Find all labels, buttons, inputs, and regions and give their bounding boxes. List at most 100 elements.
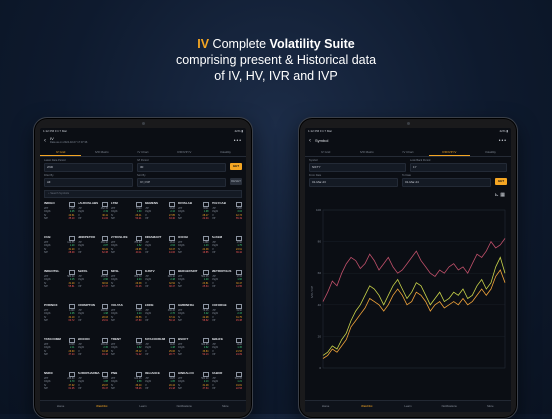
symbol-card[interactable]: DIVISLAB LTP 3621 Chg% 1.98 IV 28.17 IVP 22.04 <box>178 201 209 234</box>
to-date-input[interactable]: 01-Mar-24 <box>402 178 491 187</box>
chart-icon[interactable] <box>202 304 209 309</box>
chart-icon[interactable] <box>202 372 209 377</box>
symbol-select[interactable]: NIFTY <box>309 163 406 172</box>
chart-icon[interactable] <box>135 338 142 343</box>
tab-0[interactable]: IV Grid <box>320 150 331 154</box>
symbol-card[interactable]: ABFRL LTP 259.50 Chg% 2.90 IV 38.64 IVP 47.37 <box>78 269 108 302</box>
reset-button[interactable]: RESET <box>230 178 242 185</box>
symbol-card[interactable]: INDHOTEL LTP 580.40 Chg% 2.15 IV 31.29 IVP 55.81 <box>44 269 75 302</box>
symbol-card[interactable]: TRENT LTP 3985 Chg% 2.62 IV 35.12 IVP 71.42 <box>111 337 142 370</box>
chart-icon[interactable] <box>102 338 108 343</box>
tab-0[interactable]: IV Grid <box>40 148 82 156</box>
more-icon[interactable]: ••• <box>233 138 242 144</box>
table-icon[interactable]: ▦ <box>500 192 505 198</box>
tab-2[interactable]: IV Chart <box>137 150 149 154</box>
chart-icon[interactable] <box>135 372 142 377</box>
symbol-card[interactable]: ZYDUSLIFE LTP 786.60 Chg% 1.52 IV 29.85 IVP 40.1… <box>111 235 142 268</box>
nav-learn[interactable]: Learn <box>139 404 147 408</box>
symbol-card[interactable]: RELIANCE LTP 2925 Chg% 1.05 IV 20.44 IVP 21.18 <box>145 371 175 404</box>
get-button[interactable]: GET <box>495 178 507 185</box>
nav-watchlist[interactable]: Watchlist <box>96 404 108 408</box>
symbol-card[interactable]: PNB LTP 124.35 Chg% 2.58 IV 36.40 IVP 58.26 <box>111 371 142 404</box>
chart-icon[interactable] <box>169 236 175 241</box>
chart-icon[interactable] <box>102 202 108 207</box>
date-input[interactable]: 2ND <box>44 163 133 172</box>
symbol-card[interactable]: INDIAMART LTP 2612 Chg% 2.64 IV 33.47 IVP 44.06 <box>145 235 175 268</box>
symbol-card[interactable]: AUROPHARMA LTP 1065 Chg% 1.88 IV 29.67 IVP 35.47 <box>78 371 108 404</box>
symbol-card[interactable]: HINDALCO LTP 561.20 Chg% 2.13 IV 31.48 IVP 37.64 <box>178 371 209 404</box>
chart-icon[interactable] <box>102 304 108 309</box>
chart-icon[interactable] <box>135 236 142 241</box>
line-chart-icon[interactable]: ⊾ <box>494 192 499 198</box>
chart-icon[interactable] <box>169 202 175 207</box>
chart-icon[interactable] <box>68 202 75 207</box>
symbol-card[interactable]: LAURUSLABS LTP 462.15 Chg% 2.19 IV 30.11 IVP 41.… <box>78 201 108 234</box>
chart-icon[interactable] <box>202 236 209 241</box>
tab-3[interactable]: IVR/IVP IV <box>428 148 470 156</box>
chart-icon[interactable] <box>236 270 242 275</box>
chart-icon[interactable] <box>135 304 142 309</box>
chart-icon[interactable] <box>135 202 142 207</box>
get-button[interactable]: GET <box>230 163 242 170</box>
symbol-card[interactable]: BIOCON LTP 265.20 Chg% 2.36 IV 33.18 IVP 49.16 <box>78 337 108 370</box>
nav-more[interactable]: More <box>487 404 494 408</box>
chart-icon[interactable] <box>169 304 175 309</box>
symbol-card[interactable]: SIEMENS LTP 4320 Chg% 2.12 IV 27.85 IVP 33.40 <box>145 201 175 234</box>
chart-icon[interactable] <box>202 338 209 343</box>
symbol-card[interactable]: COFORGE LTP 6210 Chg% 2.33 IV 31.75 IVP 45.38 <box>212 303 242 336</box>
back-arrow-icon[interactable]: ‹ <box>309 138 311 144</box>
symbol-card[interactable]: VOLTAS LTP 1085 Chg% 2.24 IV 30.56 IVP 47.80 <box>111 303 142 336</box>
symbol-card[interactable]: EXIDE LTP 338.45 Chg% 2.76 IV 37.41 IVP 56.13 <box>145 303 175 336</box>
chart-icon[interactable] <box>236 202 242 207</box>
chart-icon[interactable] <box>236 372 242 377</box>
chart-icon[interactable] <box>68 304 75 309</box>
symbol-card[interactable]: NMDC LTP 236.60 Chg% 2.70 IV 37.92 IVP 61.05 <box>44 371 75 404</box>
nav-more[interactable]: More <box>222 404 229 408</box>
chart-icon[interactable] <box>236 338 242 343</box>
symbol-card[interactable]: ALKEM LTP 4790 Chg% 1.75 IV 23.61 IVP 36.42 <box>212 235 242 268</box>
chart-icon[interactable] <box>169 270 175 275</box>
symbol-card[interactable]: TATACONSUM LTP 1120 Chg% 1.48 IV 25.06 IVP 28.77 <box>145 337 175 370</box>
chart-icon[interactable] <box>202 270 209 275</box>
nav-notifications[interactable]: Notifications <box>441 404 457 408</box>
symbol-card[interactable]: BERGEPAINT LTP 561.35 Chg% 1.40 IV 23.81 IVP 25.… <box>178 269 209 302</box>
nav-watchlist[interactable]: Watchlist <box>361 404 373 408</box>
filter-select[interactable]: All <box>44 178 133 187</box>
symbol-card[interactable]: HINDPETRO LTP 469.10 Chg% 2.87 IV 38.22 IVP 62.3… <box>78 235 108 268</box>
chart-icon[interactable] <box>202 202 209 207</box>
chart-icon[interactable] <box>169 338 175 343</box>
symbol-card[interactable]: PVRINOX LTP 1420 Chg% 2.05 IV 34.19 IVP 60.72 <box>44 303 75 336</box>
tab-3[interactable]: IVR/IVP IV <box>177 150 192 154</box>
symbol-card[interactable]: INDIGO LTP 1305 Chg% 2.45 IV 40.61 IVP 35.10 <box>44 201 75 234</box>
symbol-card[interactable]: POLYCAB LTP 4580 Chg% 3.04 IV 42.73 IVP 65.19 <box>212 201 242 234</box>
symbol-card[interactable]: GMRINFRA LTP 79.15 Chg% 3.02 IV 42.08 IVP 58.62 <box>178 303 209 336</box>
chart-icon[interactable] <box>102 372 108 377</box>
symbol-card[interactable]: CROMPTON LTP 290.80 Chg% 1.98 IV 28.03 IVP 29.61 <box>78 303 108 336</box>
nav-home[interactable]: Home <box>321 404 330 408</box>
chart-icon[interactable] <box>68 236 75 241</box>
search-input[interactable]: ⌕ Search Symbols <box>44 190 242 198</box>
symbol-card[interactable]: SBILIFE LTP 1420 Chg% 1.36 IV 21.53 IVP 24.09 <box>212 337 242 370</box>
more-icon[interactable]: ••• <box>498 138 507 144</box>
nav-home[interactable]: Home <box>56 404 65 408</box>
symbol-card[interactable]: DABUR LTP 532.05 Chg% 1.21 IV 19.81 IVP 22.53 <box>212 371 242 404</box>
chart-icon[interactable] <box>68 270 75 275</box>
symbol-card[interactable]: CUB LTP 140.55 Chg% 1.20 IV 31.20 IVP 28.09 <box>44 235 75 268</box>
nav-notifications[interactable]: Notifications <box>176 404 192 408</box>
chart-icon[interactable] <box>236 236 242 241</box>
tab-1[interactable]: IVR Matrix <box>94 150 109 154</box>
tab-1[interactable]: IVR Matrix <box>359 150 374 154</box>
chart-icon[interactable] <box>68 338 75 343</box>
symbol-card[interactable]: MFSL LTP 952.70 Chg% 2.04 IV 29.38 IVP 31.26 <box>111 269 142 302</box>
nav-learn[interactable]: Learn <box>404 404 412 408</box>
chart-icon[interactable] <box>135 270 142 275</box>
period-select[interactable]: 1Y <box>410 163 507 172</box>
iv-period-input[interactable]: 30 <box>137 163 226 172</box>
symbol-card[interactable]: SUNTV LTP 620.10 Chg% 2.48 IV 32.52 IVP 38.47 <box>145 269 175 302</box>
chart-icon[interactable] <box>102 270 108 275</box>
sort-select[interactable]: IV | IVP <box>137 178 226 187</box>
symbol-card[interactable]: BSOFT LTP 662.85 Chg% 2.82 IV 36.84 IVP 52.13 <box>178 337 209 370</box>
from-date-input[interactable]: 01-Mar-23 <box>309 178 398 187</box>
symbol-card[interactable]: LTIM LTP 5624 Chg% 1.60 IV 26.41 IVP 50.21 <box>111 201 142 234</box>
chart-icon[interactable] <box>102 236 108 241</box>
